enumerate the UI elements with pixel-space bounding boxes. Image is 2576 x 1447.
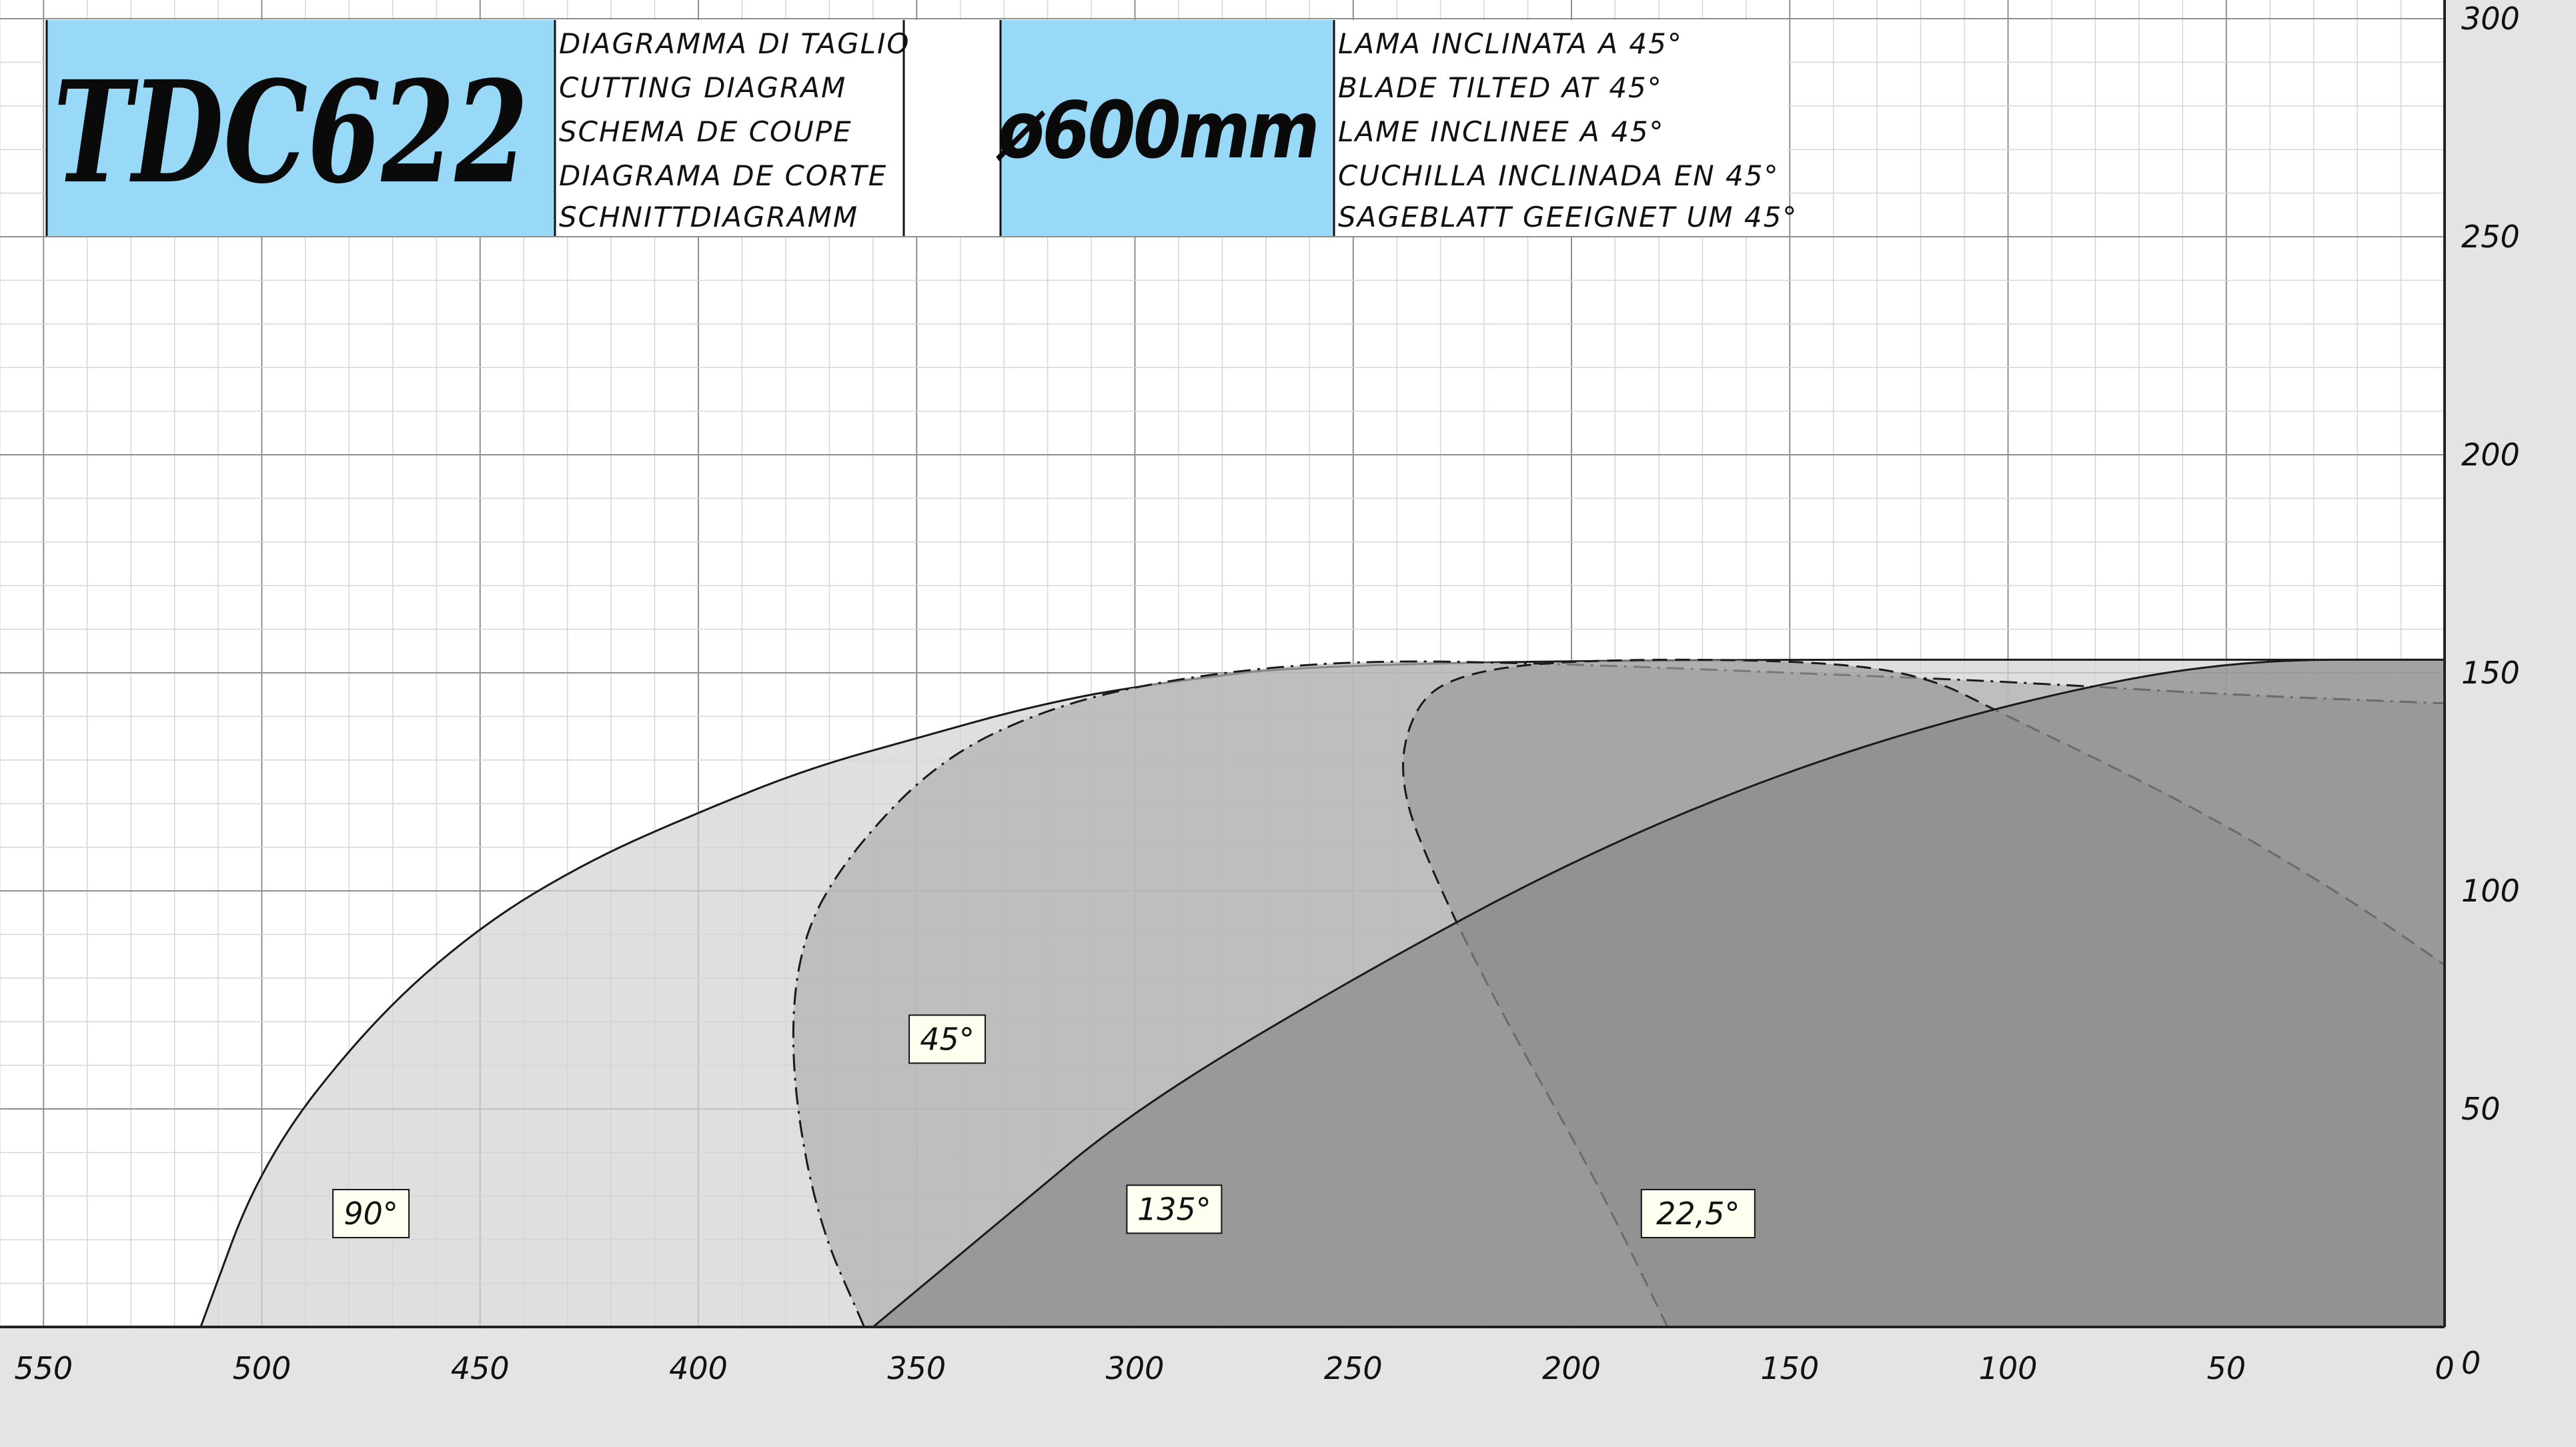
blade-note-line: SAGEBLATT GEEIGNET UM 45° (1338, 201, 1798, 233)
x-tick-label: 150 (1760, 1350, 1819, 1386)
y-tick-label: 300 (2461, 1, 2520, 37)
x-tick-label: 100 (1979, 1350, 2038, 1386)
x-tick-label: 400 (669, 1350, 728, 1386)
angle-label-box (332, 1188, 410, 1238)
blade-notes: LAMA INCLINATA A 45° BLADE TILTED AT 45°… (1338, 27, 1798, 233)
axes (0, 0, 2446, 1328)
angle-label: 45° (920, 1021, 975, 1057)
y-tick-label: 150 (2461, 655, 2520, 691)
diagram-title-line: DIAGRAMA DE CORTE (559, 159, 887, 192)
series-layer (199, 658, 2445, 1328)
angle-label-box (908, 1014, 987, 1064)
blade-note-line: LAME INCLINEE A 45° (1338, 115, 1665, 148)
blade-note-line: CUCHILLA INCLINADA EN 45° (1338, 159, 1779, 192)
blade-diameter: ø600mm (995, 84, 1317, 176)
blade-note-line: BLADE TILTED AT 45° (1338, 71, 1663, 104)
y-tick-label: 100 (2461, 873, 2520, 909)
x-tick-label: 0 (2435, 1350, 2454, 1386)
diagram-title-line: CUTTING DIAGRAM (559, 71, 846, 104)
angle-label: 22,5° (1656, 1196, 1740, 1232)
angle-label-box (1640, 1188, 1756, 1238)
x-tick-label: 200 (1542, 1350, 1601, 1386)
angle-label-box (1126, 1184, 1223, 1234)
header-panel: TDC622 ø600mm DIAGRAMMA DI TAGLIO CUTTIN… (45, 20, 1798, 236)
angle-labels: 90° 45° 135° 22,5° (332, 1014, 1756, 1238)
diagram-title-line: SCHEMA DE COUPE (559, 115, 852, 148)
line-series-135 (872, 658, 2445, 1328)
model-box (47, 20, 555, 236)
y-tick-label: 250 (2461, 219, 2520, 255)
model-name: TDC622 (53, 50, 528, 215)
diameter-box (1001, 20, 1334, 236)
x-tick-label: 300 (1106, 1350, 1165, 1386)
blade-note-line: LAMA INCLINATA A 45° (1338, 27, 1683, 60)
line-series-45 (792, 660, 2445, 1328)
angle-label: 135° (1137, 1191, 1211, 1227)
angle-label: 90° (344, 1196, 398, 1232)
area-series-135 (872, 659, 2445, 1327)
x-tick-label: 500 (233, 1350, 291, 1386)
diagram-titles: DIAGRAMMA DI TAGLIO CUTTING DIAGRAM SCHE… (559, 27, 910, 233)
y-tick-label: 50 (2461, 1091, 2501, 1127)
diagram-title-line: DIAGRAMMA DI TAGLIO (559, 27, 910, 60)
x-tick-label: 250 (1324, 1350, 1383, 1386)
y-tick-label: 0 (2461, 1345, 2481, 1381)
y-tick-label: 200 (2461, 437, 2520, 473)
x-tick-label: 550 (14, 1350, 73, 1386)
x-tick-label: 50 (2206, 1350, 2246, 1386)
tick-labels: 550 500 450 400 350 300 250 200 150 100 50 0 0501001… (14, 1, 2519, 1386)
x-tick-label: 450 (451, 1350, 510, 1386)
diagram-title-line: SCHNITTDIAGRAMM (559, 201, 858, 233)
x-tick-label: 350 (887, 1350, 946, 1386)
